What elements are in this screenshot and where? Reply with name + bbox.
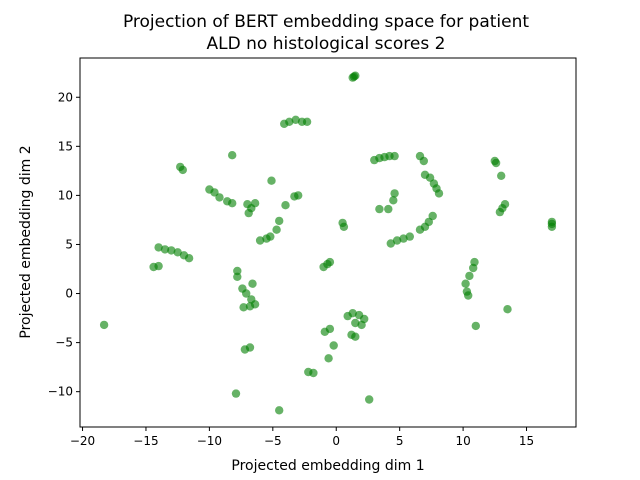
- x-axis-label: Projected embedding dim 1: [231, 458, 424, 474]
- x-tick-label: 5: [396, 434, 404, 448]
- data-point: [167, 246, 176, 255]
- data-point: [470, 257, 479, 267]
- data-point: [465, 271, 474, 281]
- data-point: [255, 236, 265, 245]
- data-point: [386, 239, 395, 248]
- data-point: [390, 189, 399, 198]
- data-point: [434, 189, 444, 198]
- data-point: [228, 151, 237, 160]
- data-point: [248, 279, 257, 288]
- data-point: [262, 234, 271, 243]
- data-point: [281, 201, 290, 210]
- data-point: [399, 234, 408, 243]
- data-point: [160, 245, 170, 254]
- x-tick-label: −5: [264, 434, 282, 448]
- data-point: [215, 193, 224, 202]
- y-tick-label: 5: [65, 237, 73, 251]
- y-axis-ticks: −10 −5 0 5 10 15 20: [48, 90, 80, 399]
- data-point: [239, 303, 248, 312]
- data-point: [500, 200, 510, 209]
- data-point: [357, 320, 366, 330]
- y-tick-label: −10: [48, 385, 73, 399]
- data-point: [184, 254, 194, 263]
- data-point: [267, 176, 276, 185]
- data-point: [428, 211, 437, 221]
- data-point: [173, 248, 182, 257]
- x-tick-label: 15: [519, 434, 534, 448]
- data-point: [275, 406, 284, 415]
- data-point: [285, 117, 294, 127]
- data-point: [245, 302, 255, 311]
- data-point: [250, 199, 260, 208]
- data-point: [351, 71, 360, 80]
- data-point: [233, 266, 242, 276]
- x-tick-label: −15: [133, 434, 158, 448]
- data-point: [389, 196, 398, 205]
- data-point: [375, 204, 384, 214]
- plot-area-frame: [79, 57, 577, 428]
- data-point: [244, 208, 253, 218]
- data-point: [547, 217, 557, 227]
- data-point: [329, 341, 338, 350]
- data-point: [154, 243, 163, 252]
- data-point: [348, 309, 357, 318]
- data-point: [325, 257, 335, 267]
- x-tick-label: −10: [197, 434, 222, 448]
- y-tick-label: 15: [58, 139, 73, 153]
- data-point: [231, 389, 241, 398]
- data-point: [471, 321, 480, 331]
- data-point: [390, 151, 399, 161]
- data-point: [497, 171, 506, 180]
- x-axis-ticks: −20 −15 −10 −5 0 5 10 15: [70, 427, 534, 448]
- data-point: [365, 395, 374, 404]
- y-tick-label: 20: [58, 90, 73, 104]
- data-point: [245, 343, 255, 352]
- data-point: [291, 115, 300, 125]
- chart-title-line-1: Projection of BERT embedding space for p…: [123, 12, 529, 32]
- data-points: [99, 71, 557, 415]
- x-tick-label: 0: [332, 434, 340, 448]
- data-point: [324, 354, 333, 363]
- data-point: [272, 225, 281, 234]
- x-tick-label: −20: [70, 434, 95, 448]
- y-tick-label: −5: [55, 336, 73, 350]
- data-point: [351, 332, 360, 341]
- data-point: [228, 199, 237, 208]
- data-point: [309, 368, 318, 378]
- data-point: [242, 289, 251, 298]
- data-point: [461, 279, 470, 288]
- data-point: [233, 272, 242, 281]
- data-point: [325, 324, 335, 334]
- data-point: [503, 305, 512, 314]
- data-point: [351, 318, 360, 328]
- y-axis-label: Projected embedding dim 2: [18, 145, 34, 338]
- y-tick-label: 10: [58, 188, 73, 202]
- data-point: [302, 117, 312, 127]
- data-point: [178, 165, 187, 175]
- chart-title-line-2: ALD no histological scores 2: [207, 34, 446, 54]
- data-point: [392, 236, 402, 245]
- data-point: [464, 291, 473, 300]
- data-point: [339, 222, 349, 231]
- data-point: [384, 204, 393, 214]
- data-point: [294, 191, 303, 200]
- data-point: [405, 232, 414, 241]
- data-point: [419, 156, 428, 166]
- data-point: [154, 261, 163, 271]
- data-point: [424, 217, 433, 227]
- data-point: [275, 216, 284, 226]
- data-point: [491, 158, 501, 168]
- x-tick-label: 10: [455, 434, 470, 448]
- y-tick-label: 0: [65, 287, 73, 301]
- data-point: [99, 320, 109, 330]
